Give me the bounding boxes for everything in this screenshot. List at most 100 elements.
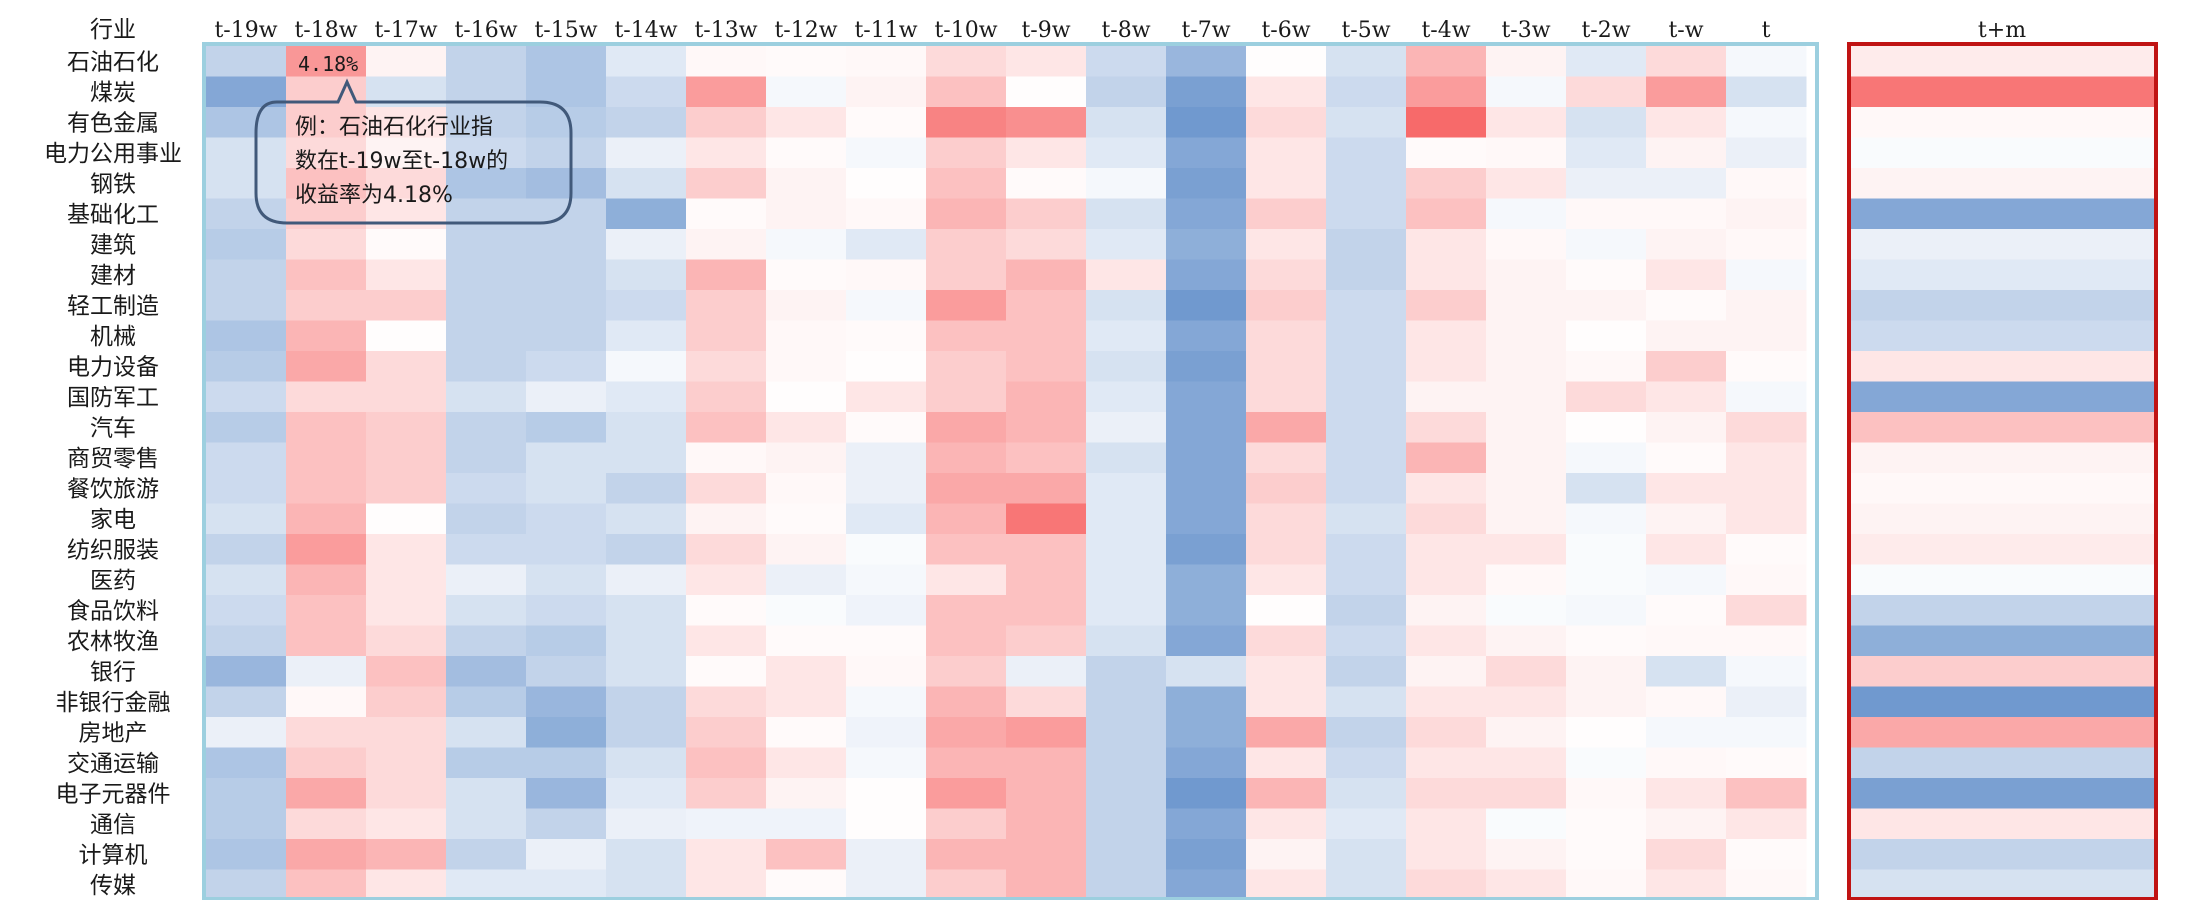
heatmap-cell bbox=[846, 473, 927, 504]
forecast-cell bbox=[1851, 137, 2154, 169]
column-label: t-16w bbox=[454, 18, 517, 43]
heatmap-cell bbox=[366, 595, 447, 626]
column-label: t-17w bbox=[374, 18, 437, 43]
heatmap-cell bbox=[206, 656, 287, 687]
heatmap-cell bbox=[526, 381, 607, 413]
heatmap-cell bbox=[846, 656, 927, 687]
heatmap-main-grid bbox=[206, 46, 1807, 900]
heatmap-cell bbox=[606, 717, 687, 748]
heatmap-cell bbox=[206, 229, 287, 260]
heatmap-cell bbox=[1566, 229, 1647, 260]
heatmap-cell bbox=[1406, 686, 1487, 718]
heatmap-cell bbox=[926, 747, 1007, 779]
forecast-cell bbox=[1851, 320, 2154, 352]
heatmap-cell bbox=[1326, 107, 1407, 138]
heatmap-cell bbox=[1166, 259, 1247, 291]
heatmap-cell bbox=[1406, 442, 1487, 474]
heatmap-cell bbox=[1246, 839, 1327, 870]
heatmap-cell bbox=[1006, 869, 1087, 900]
heatmap-cell bbox=[926, 503, 1007, 535]
heatmap-cell bbox=[1486, 290, 1567, 321]
forecast-cell bbox=[1851, 564, 2154, 596]
heatmap-cell bbox=[686, 351, 767, 382]
heatmap-cell bbox=[1486, 412, 1567, 443]
heatmap-cell bbox=[446, 686, 527, 718]
heatmap-cell bbox=[926, 625, 1007, 657]
heatmap-cell bbox=[926, 686, 1007, 718]
heatmap-cell bbox=[206, 259, 287, 291]
heatmap-cell bbox=[526, 290, 607, 321]
heatmap-cell bbox=[606, 442, 687, 474]
heatmap-cell bbox=[1246, 778, 1327, 809]
row-label: 通信 bbox=[90, 812, 136, 838]
forecast-cell bbox=[1851, 656, 2154, 687]
heatmap-cell bbox=[366, 290, 447, 321]
heatmap-cell bbox=[1646, 320, 1727, 352]
heatmap-cell bbox=[686, 259, 767, 291]
heatmap-cell bbox=[686, 717, 767, 748]
heatmap-cell bbox=[686, 76, 767, 108]
heatmap-cell bbox=[446, 625, 527, 657]
heatmap-cell bbox=[1326, 320, 1407, 352]
heatmap-cell bbox=[366, 503, 447, 535]
heatmap-cell bbox=[446, 839, 527, 870]
heatmap-cell bbox=[1726, 198, 1807, 230]
column-label: t bbox=[1762, 18, 1771, 43]
column-label: t-18w bbox=[294, 18, 357, 43]
heatmap-cell bbox=[206, 198, 287, 230]
heatmap-cell bbox=[1166, 107, 1247, 138]
heatmap-cell bbox=[1006, 381, 1087, 413]
heatmap-cell bbox=[526, 564, 607, 596]
heatmap-cell bbox=[766, 473, 847, 504]
heatmap-cell bbox=[1646, 198, 1727, 230]
heatmap-cell bbox=[1566, 717, 1647, 748]
heatmap-cell bbox=[446, 564, 527, 596]
heatmap-cell bbox=[1406, 76, 1487, 108]
heatmap-cell bbox=[1326, 595, 1407, 626]
heatmap-cell bbox=[1246, 503, 1327, 535]
forecast-cell bbox=[1851, 442, 2154, 474]
heatmap-cell bbox=[1006, 229, 1087, 260]
heatmap-cell bbox=[686, 534, 767, 565]
heatmap-cell bbox=[1166, 717, 1247, 748]
heatmap-cell bbox=[1326, 168, 1407, 199]
heatmap-cell bbox=[526, 869, 607, 900]
heatmap-cell bbox=[1246, 229, 1327, 260]
heatmap-cell bbox=[1166, 869, 1247, 900]
heatmap-cell bbox=[1566, 198, 1647, 230]
heatmap-cell bbox=[846, 137, 927, 169]
heatmap-cell bbox=[1566, 76, 1647, 108]
heatmap-cell bbox=[766, 290, 847, 321]
heatmap-cell bbox=[926, 229, 1007, 260]
heatmap-cell bbox=[1326, 869, 1407, 900]
heatmap-cell bbox=[1166, 320, 1247, 352]
heatmap-cell bbox=[1406, 320, 1487, 352]
heatmap-cell bbox=[1006, 442, 1087, 474]
heatmap-cell bbox=[526, 473, 607, 504]
heatmap-cell bbox=[1726, 351, 1807, 382]
heatmap-cell bbox=[1246, 808, 1327, 840]
heatmap-cell bbox=[1006, 320, 1087, 352]
forecast-column-label: t+m bbox=[1978, 18, 2026, 43]
heatmap-cell bbox=[686, 442, 767, 474]
heatmap-cell bbox=[1326, 46, 1407, 77]
heatmap-cell bbox=[1006, 625, 1087, 657]
heatmap-cell bbox=[366, 534, 447, 565]
heatmap-cell bbox=[1406, 869, 1487, 900]
heatmap-cell bbox=[846, 107, 927, 138]
highlight-cell-label: 4.18% bbox=[298, 52, 358, 76]
heatmap-cell bbox=[766, 778, 847, 809]
heatmap-cell bbox=[1406, 168, 1487, 199]
heatmap-cell bbox=[1326, 259, 1407, 291]
heatmap-cell bbox=[606, 229, 687, 260]
heatmap-cell bbox=[286, 259, 367, 291]
heatmap-cell bbox=[1646, 229, 1727, 260]
heatmap-cell bbox=[1726, 534, 1807, 565]
forecast-cell bbox=[1851, 686, 2154, 718]
heatmap-cell bbox=[446, 107, 527, 138]
heatmap-cell bbox=[1086, 229, 1167, 260]
heatmap-cell bbox=[366, 717, 447, 748]
row-header-label: 行业 bbox=[90, 17, 136, 43]
heatmap-cell bbox=[846, 717, 927, 748]
heatmap-cell bbox=[206, 534, 287, 565]
